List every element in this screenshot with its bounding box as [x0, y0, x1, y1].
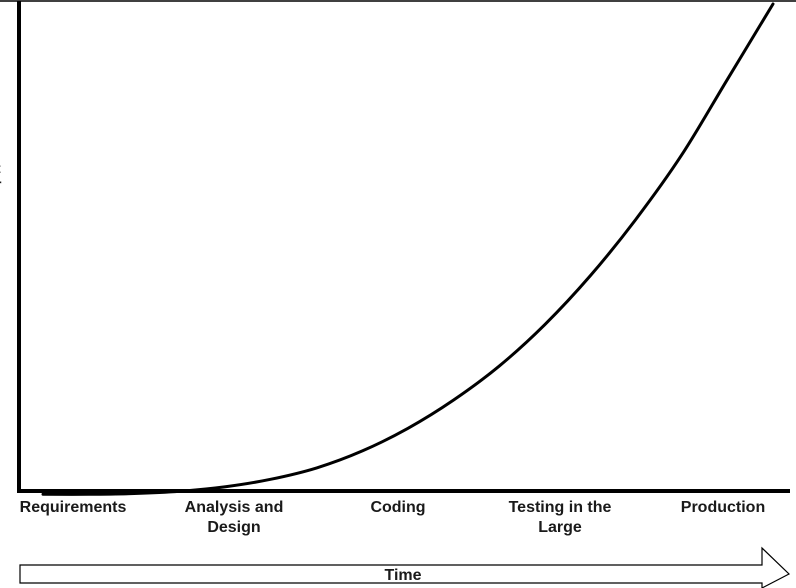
- y-axis-label-fragment-2: r: [0, 176, 2, 192]
- x-tick-label-0: Requirements: [20, 499, 127, 516]
- x-tick-label-4-line-0: Production: [681, 499, 765, 516]
- series-line-0: [41, 2, 775, 496]
- x-tick-label-3: Testing in the Large: [509, 499, 612, 536]
- series-layer: [41, 2, 775, 496]
- x-tick-label-3-line-1: Large: [538, 519, 582, 536]
- y-axis-label-fragment-1: t: [0, 160, 1, 176]
- x-axis-label: Time: [384, 567, 421, 584]
- x-tick-label-2: Coding: [370, 499, 425, 516]
- x-tick-label-4: Production: [681, 499, 765, 516]
- time-arrow: [19, 546, 791, 588]
- x-tick-label-1: Analysis and Design: [185, 499, 284, 536]
- x-tick-label-2-line-0: Coding: [370, 499, 425, 516]
- x-tick-label-3-line-0: Testing in the: [509, 499, 612, 516]
- x-tick-label-0-line-0: Requirements: [20, 499, 127, 516]
- x-tick-label-1-line-0: Analysis and: [185, 499, 284, 516]
- x-tick-labels: Requirements Analysis and Design Coding Test…: [20, 499, 766, 536]
- x-tick-label-1-line-1: Design: [207, 519, 260, 536]
